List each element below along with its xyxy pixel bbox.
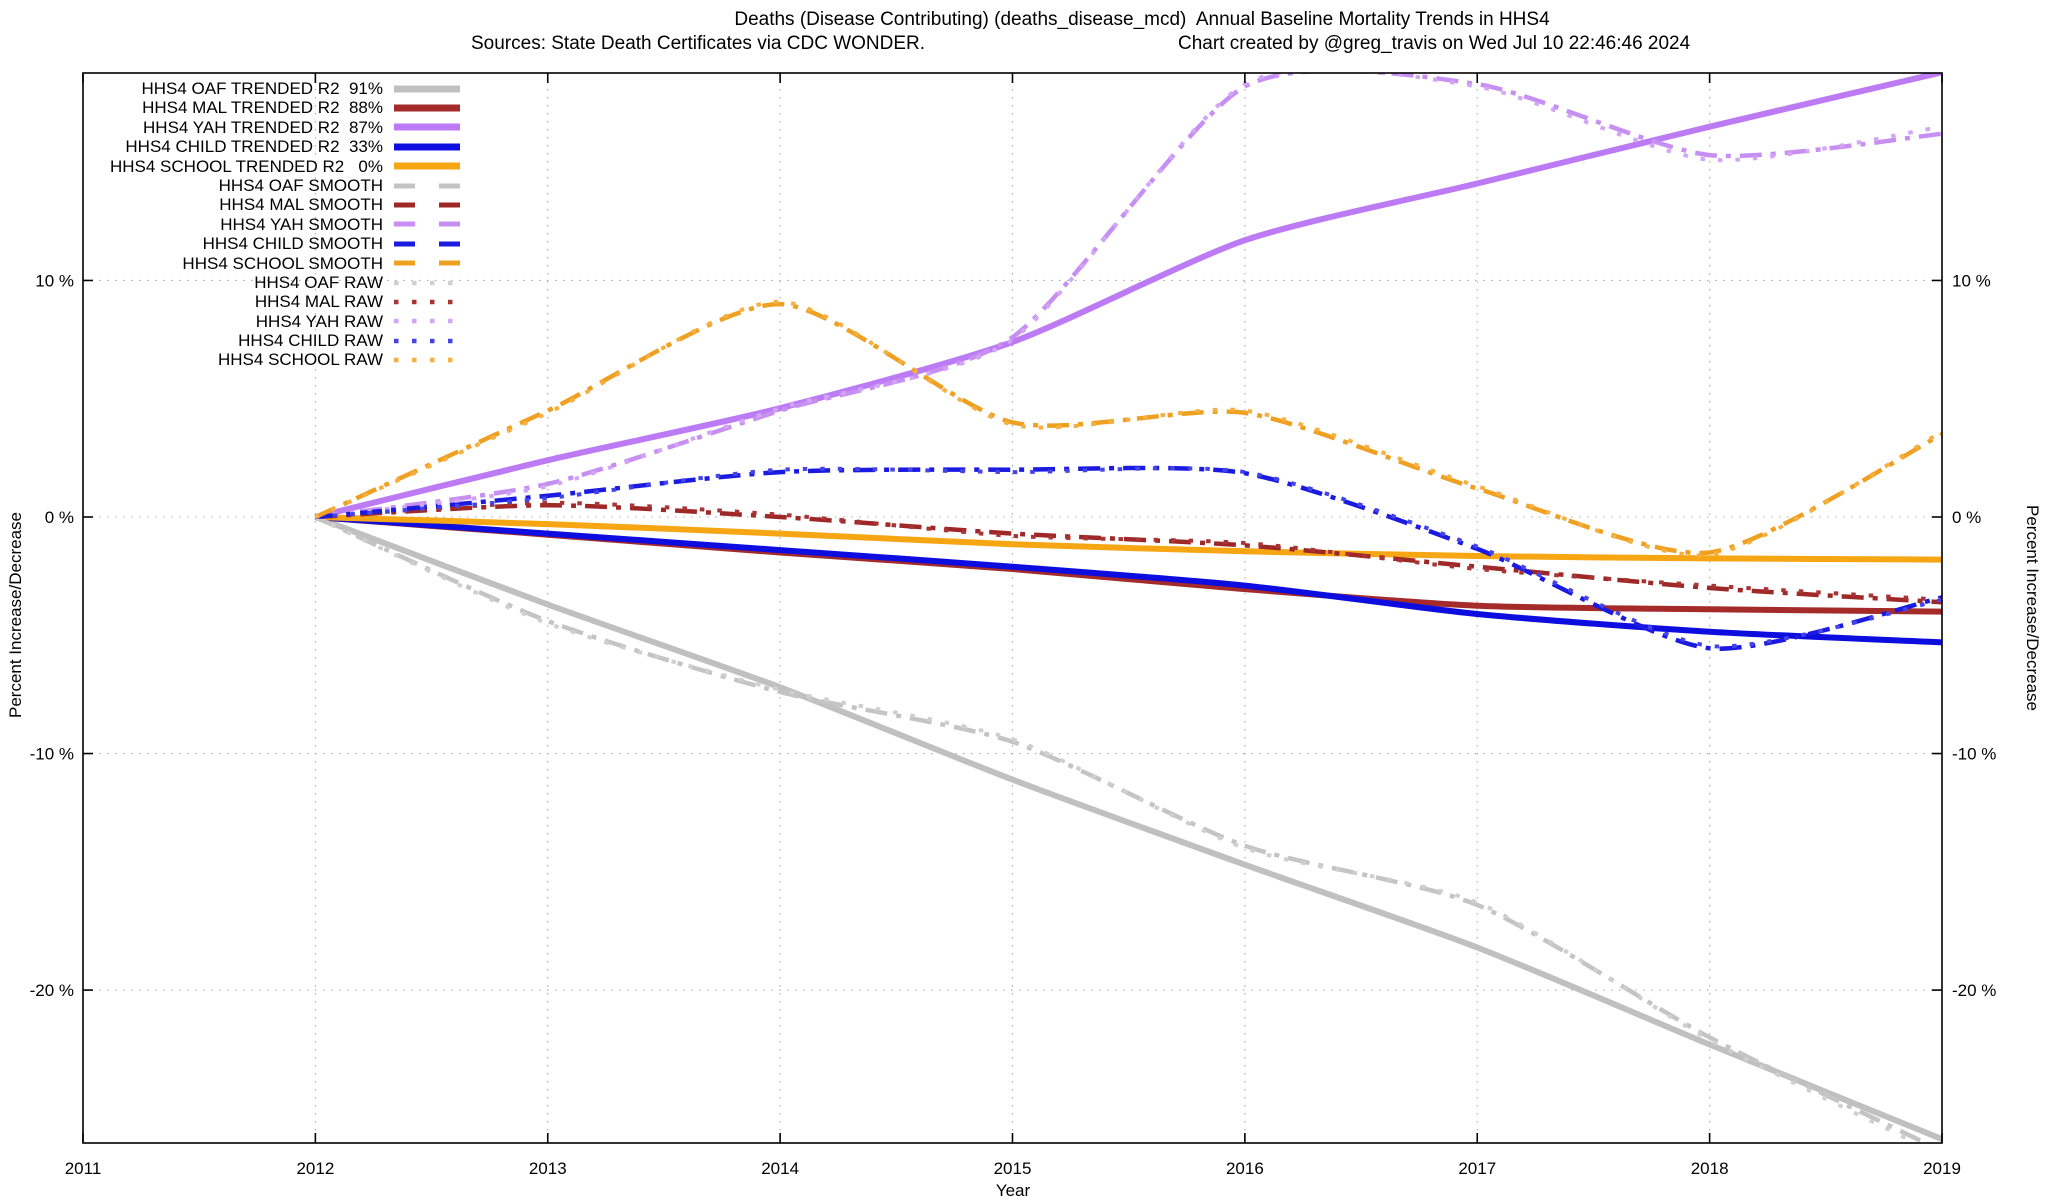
legend-swatch-mal-raw-icon (394, 299, 460, 305)
legend-label-mal-trended: HHS4 MAL TRENDED R2 88% (142, 98, 383, 118)
chart-title: Deaths (Disease Contributing) (deaths_di… (734, 9, 1550, 30)
legend-item-yah-smooth: HHS4 YAH SMOOTH (70, 215, 460, 234)
chart-credit: Chart created by @greg_travis on Wed Jul… (1178, 33, 1691, 54)
x-axis-title: Year (995, 1181, 1031, 1200)
y-tick-label-right--20: -20 % (1952, 981, 1996, 1000)
series-line-oaf-smooth (314, 514, 1931, 1143)
legend-item-child-smooth: HHS4 CHILD SMOOTH (70, 234, 460, 253)
y-tick-label-right-10: 10 % (1952, 271, 1991, 290)
legend: HHS4 OAF TRENDED R2 91% HHS4 MAL TRENDED … (70, 79, 460, 370)
series-line-child-trended (315, 514, 1942, 646)
series-line-school-trended (315, 514, 1942, 563)
x-tick-label-2016: 2016 (1226, 1159, 1264, 1178)
x-tick-label-2019: 2019 (1923, 1159, 1961, 1178)
y-tick-label-left--20: -20 % (30, 981, 74, 1000)
y-tick-label-left-10: 10 % (35, 271, 74, 290)
series-line-school-smooth (314, 301, 1942, 556)
legend-swatch-oaf-trended-icon (394, 85, 460, 93)
series-line-mal-smooth (315, 502, 1942, 605)
legend-item-mal-raw: HHS4 MAL RAW (70, 292, 460, 311)
legend-swatch-child-raw-icon (394, 338, 460, 344)
legend-item-oaf-trended: HHS4 OAF TRENDED R2 91% (70, 79, 460, 98)
legend-swatch-mal-smooth-icon (394, 202, 460, 208)
legend-label-child-raw: HHS4 CHILD RAW (238, 331, 383, 351)
legend-swatch-child-trended-icon (394, 143, 460, 151)
legend-item-oaf-raw: HHS4 OAF RAW (70, 273, 460, 292)
legend-swatch-oaf-smooth-icon (394, 183, 460, 189)
y-tick-label-right--10: -10 % (1952, 745, 1996, 764)
legend-label-school-trended: HHS4 SCHOOL TRENDED R2 0% (109, 156, 383, 176)
legend-label-mal-raw: HHS4 MAL RAW (254, 292, 383, 312)
legend-label-yah-trended: HHS4 YAH TRENDED R2 87% (143, 117, 383, 137)
series-line-yah-trended (314, 73, 1942, 520)
legend-label-mal-smooth: HHS4 MAL SMOOTH (219, 195, 383, 215)
legend-swatch-school-trended-icon (394, 162, 460, 170)
chart-sources: Sources: State Death Certificates via CD… (471, 33, 926, 54)
legend-label-school-smooth: HHS4 SCHOOL SMOOTH (182, 253, 383, 273)
legend-item-yah-raw: HHS4 YAH RAW (70, 312, 460, 331)
series-line-yah-raw (315, 73, 1942, 519)
y-tick-label-right-0: 0 % (1952, 508, 1981, 527)
legend-swatch-yah-raw-icon (394, 319, 460, 324)
legend-item-oaf-smooth: HHS4 OAF SMOOTH (70, 176, 460, 195)
x-tick-label-2013: 2013 (529, 1159, 567, 1178)
legend-swatch-child-smooth-icon (394, 241, 460, 247)
legend-swatch-mal-trended-icon (394, 104, 460, 112)
series-line-oaf-trended (314, 514, 1942, 1142)
x-tick-label-2015: 2015 (994, 1159, 1032, 1178)
legend-label-oaf-smooth: HHS4 OAF SMOOTH (218, 175, 383, 195)
legend-swatch-yah-smooth-icon (394, 221, 460, 227)
x-tick-label-2017: 2017 (1458, 1159, 1496, 1178)
legend-label-oaf-trended: HHS4 OAF TRENDED R2 91% (141, 79, 383, 98)
legend-swatch-school-raw-icon (394, 357, 460, 363)
series-line-oaf-raw (314, 515, 1921, 1143)
x-tick-label-2011: 2011 (65, 1159, 102, 1178)
legend-label-oaf-raw: HHS4 OAF RAW (254, 272, 383, 292)
legend-item-child-trended: HHS4 CHILD TRENDED R2 33% (70, 137, 460, 156)
y-axis-title-right: Percent Increase/Decrease (2023, 505, 2042, 711)
legend-item-child-raw: HHS4 CHILD RAW (70, 331, 460, 350)
legend-item-yah-trended: HHS4 YAH TRENDED R2 87% (70, 118, 460, 137)
legend-item-school-trended: HHS4 SCHOOL TRENDED R2 0% (70, 157, 460, 176)
legend-item-school-smooth: HHS4 SCHOOL SMOOTH (70, 254, 460, 273)
legend-label-yah-raw: HHS4 YAH RAW (255, 311, 383, 331)
legend-label-yah-smooth: HHS4 YAH SMOOTH (220, 214, 383, 234)
series-line-mal-raw (315, 500, 1942, 602)
legend-item-mal-trended: HHS4 MAL TRENDED R2 88% (70, 98, 460, 117)
y-tick-label-left--10: -10 % (30, 745, 74, 764)
series-line-school-raw (314, 299, 1942, 558)
y-tick-label-left-0: 0 % (45, 508, 74, 527)
x-tick-label-2012: 2012 (296, 1159, 334, 1178)
legend-label-school-raw: HHS4 SCHOOL RAW (218, 350, 383, 370)
legend-item-mal-smooth: HHS4 MAL SMOOTH (70, 195, 460, 214)
legend-label-child-trended: HHS4 CHILD TRENDED R2 33% (125, 137, 383, 157)
x-tick-label-2014: 2014 (761, 1159, 799, 1178)
series-line-child-raw (315, 466, 1942, 649)
legend-swatch-yah-trended-icon (394, 123, 460, 131)
legend-label-child-smooth: HHS4 CHILD SMOOTH (202, 234, 383, 254)
series-line-mal-trended (315, 514, 1942, 615)
x-tick-label-2018: 2018 (1691, 1159, 1729, 1178)
legend-item-school-raw: HHS4 SCHOOL RAW (70, 350, 460, 369)
y-axis-title-left: Percent Increase/Decrease (6, 512, 25, 718)
legend-swatch-school-smooth-icon (394, 260, 460, 266)
legend-swatch-oaf-raw-icon (394, 280, 460, 285)
